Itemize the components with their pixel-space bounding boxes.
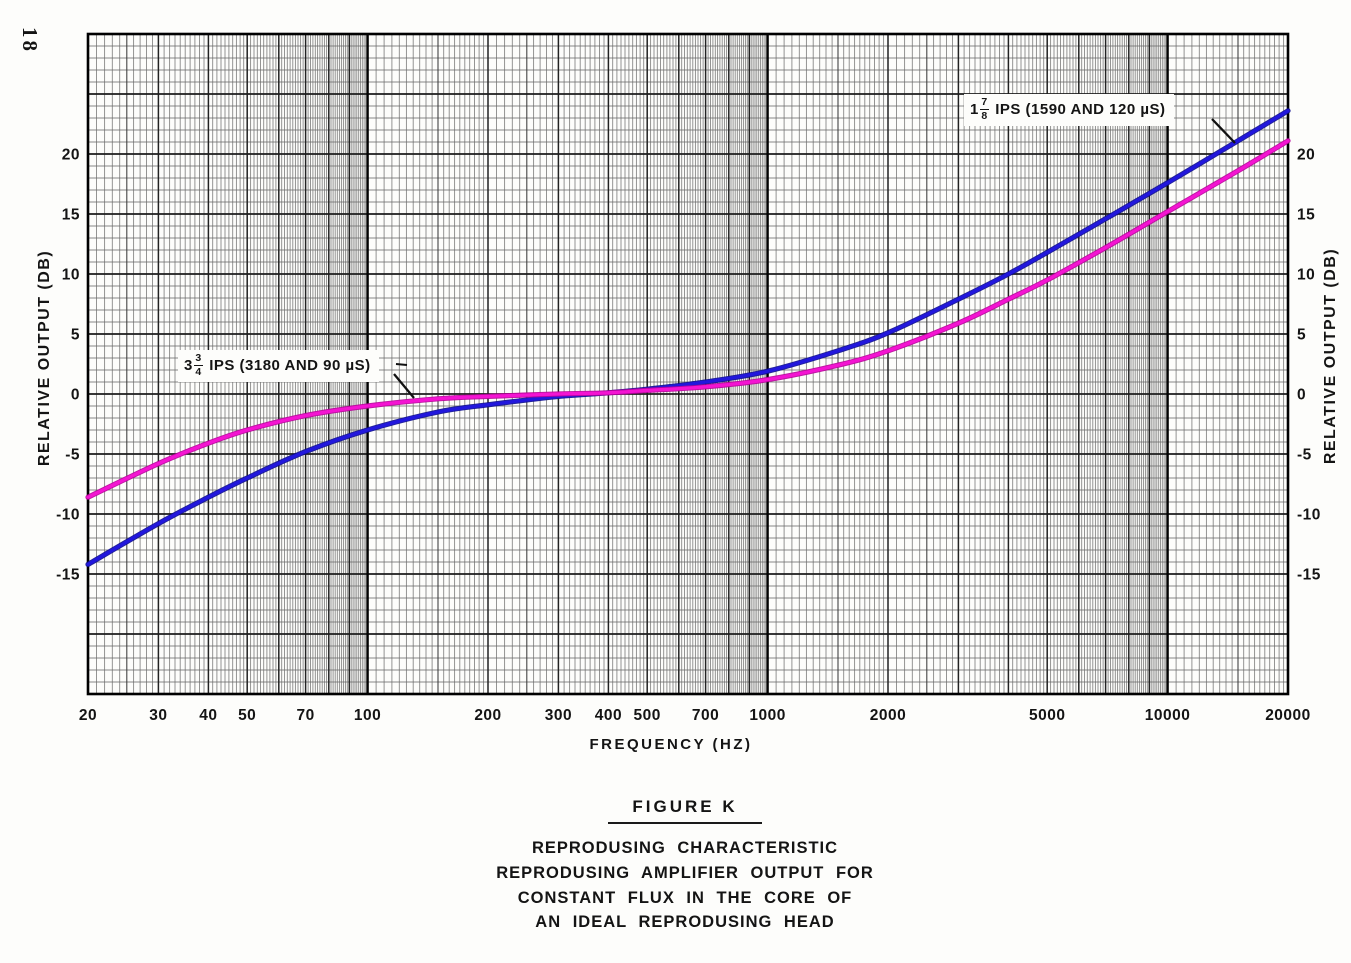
- x-tick-label-5000: 5000: [1029, 707, 1065, 724]
- y-tick-label-right--5: -5: [1297, 447, 1312, 464]
- axis-tick-labels: 20 30 40 50 70 100 200 300 400 500 700 1000 2000 5000…: [56, 147, 1321, 725]
- leader-line-3-3-4-ips: [393, 373, 415, 399]
- y-tick-label-left-15: 15: [62, 207, 80, 224]
- x-tick-label-500: 500: [634, 707, 661, 724]
- y-tick-label-left-10: 10: [62, 267, 80, 284]
- figure-label: FIGURE K: [608, 797, 762, 824]
- y-tick-label-right-10: 10: [1297, 267, 1315, 284]
- y-tick-label-left-0: 0: [71, 387, 80, 404]
- x-tick-label-2000: 2000: [870, 707, 906, 724]
- x-tick-label-70: 70: [296, 707, 314, 724]
- y-tick-label-left--15: -15: [56, 567, 80, 584]
- annotation-leader-lines: [393, 118, 1236, 399]
- x-tick-label-700: 700: [692, 707, 719, 724]
- grid-medium-lines: [126, 34, 1239, 694]
- x-axis-title: FREQUENCY (HZ): [589, 736, 753, 753]
- y-tick-label-right--10: -10: [1297, 507, 1321, 524]
- y-tick-label-right-0: 0: [1297, 387, 1306, 404]
- ann2-text: IPS (3180 AND 90 µS): [209, 357, 371, 375]
- series-label-3-3-4-ips: 3 3 4 IPS (3180 AND 90 µS): [178, 350, 379, 382]
- x-tick-label-1000: 1000: [749, 707, 785, 724]
- caption-line-2: REPRODUSING AMPLIFIER OUTPUT FOR: [496, 863, 874, 882]
- x-tick-label-100: 100: [354, 707, 381, 724]
- caption-line-3: CONSTANT FLUX IN THE CORE OF: [517, 888, 853, 907]
- x-tick-label-50: 50: [238, 707, 256, 724]
- y-tick-label-right-15: 15: [1297, 207, 1315, 224]
- x-tick-label-30: 30: [149, 707, 167, 724]
- y-axis-title-left: RELATIVE OUTPUT (DB): [36, 249, 53, 467]
- y-tick-label-left--10: -10: [56, 507, 80, 524]
- series-curve-0: [86, 109, 1290, 567]
- figure-caption: FIGURE K REPRODUSING CHARACTERISTIC REPR…: [478, 797, 892, 935]
- ann2-fraction-denominator: 4: [195, 365, 202, 378]
- series-curve-1: [86, 139, 1290, 499]
- caption-line-1: REPRODUSING CHARACTERISTIC: [531, 839, 839, 857]
- y-tick-label-left--5: -5: [65, 447, 80, 464]
- ann2-whole-number: 3: [184, 357, 193, 375]
- caption-line-4: AN IDEAL REPRODUSING HEAD: [535, 913, 835, 932]
- leader-tick-3-3-4-ips: [395, 363, 408, 366]
- y-tick-label-left-20: 20: [62, 147, 80, 164]
- ann1-fraction-numerator: 7: [979, 96, 990, 111]
- plot-border: [86, 32, 1290, 696]
- series-curves: [85, 108, 1291, 567]
- x-tick-label-40: 40: [199, 707, 217, 724]
- y-tick-label-left-5: 5: [71, 327, 80, 344]
- x-tick-label-200: 200: [474, 707, 501, 724]
- x-tick-label-400: 400: [595, 707, 622, 724]
- grid-minor-lines: [88, 34, 1288, 694]
- series-label-1-7-8-ips: 1 7 8 IPS (1590 AND 120 µS): [964, 94, 1174, 126]
- ann1-whole-number: 1: [970, 101, 979, 119]
- ann2-fraction-numerator: 3: [193, 352, 204, 367]
- ann1-fraction-denominator: 8: [981, 109, 988, 122]
- ann1-text: IPS (1590 AND 120 µS): [995, 101, 1166, 119]
- x-tick-label-300: 300: [545, 707, 572, 724]
- y-axis-title-right: RELATIVE OUTPUT (DB): [1322, 247, 1339, 465]
- x-tick-label-10000: 10000: [1145, 707, 1191, 724]
- x-tick-label-20: 20: [79, 707, 97, 724]
- y-tick-label-right-20: 20: [1297, 147, 1315, 164]
- leader-line-1-7-8-ips: [1211, 118, 1236, 144]
- y-tick-label-right--15: -15: [1297, 567, 1321, 584]
- y-tick-label-right-5: 5: [1297, 327, 1306, 344]
- x-tick-label-20000: 20000: [1265, 707, 1311, 724]
